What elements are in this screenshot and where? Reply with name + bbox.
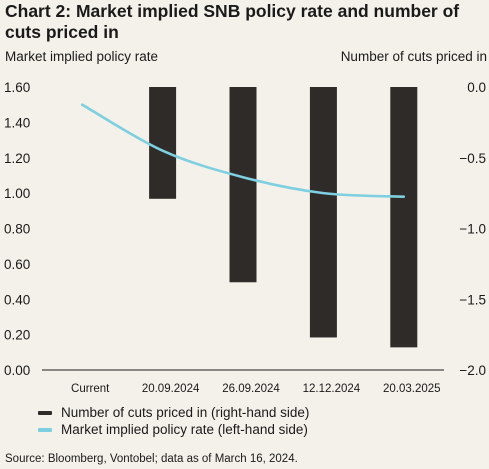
legend: Number of cuts priced in (right-hand sid… (38, 404, 309, 438)
right-tick-label: −0.5 (459, 151, 486, 166)
left-tick-label: 0.60 (4, 257, 30, 272)
chart-title: Chart 2: Market implied SNB policy rate … (5, 1, 460, 42)
left-tick-label: 1.20 (4, 151, 30, 166)
x-tick-label: 12.12.2024 (303, 383, 361, 395)
left-tick-label: 0.20 (4, 328, 30, 343)
left-tick-label: 0.80 (4, 222, 30, 237)
bar-cuts-priced-in (309, 87, 337, 338)
bar-cuts-priced-in (149, 87, 177, 199)
source-note: Source: Bloomberg, Vontobel; data as of … (5, 453, 298, 465)
x-tick-label: Current (71, 383, 110, 395)
right-tick-label: −1.0 (459, 222, 486, 237)
legend-item-cuts: Number of cuts priced in (right-hand sid… (38, 404, 309, 421)
left-axis-title: Market implied policy rate (5, 49, 159, 64)
right-tick-label: −1.5 (459, 292, 486, 307)
x-tick-label: 26.09.2024 (222, 383, 280, 395)
left-tick-label: 1.40 (4, 115, 30, 130)
x-tick-label: 20.09.2024 (142, 383, 200, 395)
right-axis-title: Number of cuts priced in (340, 49, 487, 64)
legend-item-rate: Market implied policy rate (left-hand si… (38, 421, 309, 438)
left-tick-label: 1.00 (4, 186, 30, 201)
legend-label-rate: Market implied policy rate (left-hand si… (61, 422, 308, 437)
right-tick-label: −2.0 (459, 363, 486, 378)
legend-label-cuts: Number of cuts priced in (right-hand sid… (61, 405, 310, 420)
bar-cuts-priced-in (390, 87, 418, 348)
bar-cuts-priced-in (229, 87, 257, 283)
legend-swatch-rate (38, 427, 52, 432)
legend-swatch-cuts (38, 410, 52, 415)
right-tick-label: 0.0 (467, 80, 486, 95)
left-tick-label: 0.00 (4, 363, 30, 378)
left-tick-label: 1.60 (4, 80, 30, 95)
line-policy-rate (80, 103, 406, 198)
x-tick-label: 20.03.2025 (383, 383, 441, 395)
left-tick-label: 0.40 (4, 292, 30, 307)
